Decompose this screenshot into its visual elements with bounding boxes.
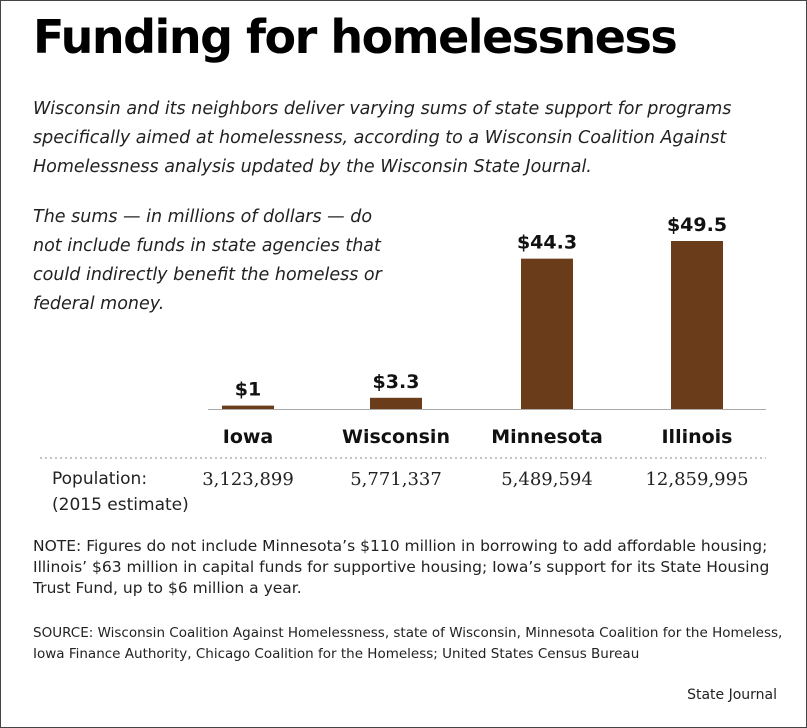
bar-wisconsin [370, 397, 422, 409]
population-sublabel: (2015 estimate) [52, 495, 189, 515]
credit-line: State Journal [687, 687, 777, 703]
category-label: Illinois [661, 426, 732, 448]
population-value: 5,771,337 [350, 469, 442, 490]
category-label: Iowa [223, 426, 274, 448]
bar-value-label: $44.3 [517, 232, 577, 254]
population-value: 3,123,899 [202, 469, 294, 490]
population-value: 5,489,594 [501, 469, 593, 490]
population-value: 12,859,995 [645, 469, 749, 490]
population-label: Population: [52, 469, 148, 489]
category-label: Minnesota [491, 426, 603, 448]
population-label-block: Population: (2015 estimate) [52, 466, 189, 518]
footnote: NOTE: Figures do not include Minnesota’s… [33, 537, 770, 597]
chart-explanatory-note: The sums — in millions of dollars — do n… [33, 207, 382, 314]
bar-chart: $1 Iowa $3.3 Wisconsin $44.3 Minnesota $49.5 Il… [40, 214, 766, 459]
bar-value-label: $49.5 [667, 214, 727, 236]
chart-subtitle: Wisconsin and its neighbors deliver vary… [33, 99, 732, 177]
source-line: SOURCE: Wisconsin Coalition Against Home… [33, 625, 783, 662]
bar-illinois [671, 241, 723, 409]
bar-minnesota [521, 258, 573, 409]
chart-title: Funding for homelessness [33, 10, 678, 64]
bar-value-label: $1 [235, 379, 261, 401]
category-label: Wisconsin [342, 426, 450, 448]
bar-value-label: $3.3 [373, 371, 420, 393]
bar-iowa [222, 405, 274, 409]
